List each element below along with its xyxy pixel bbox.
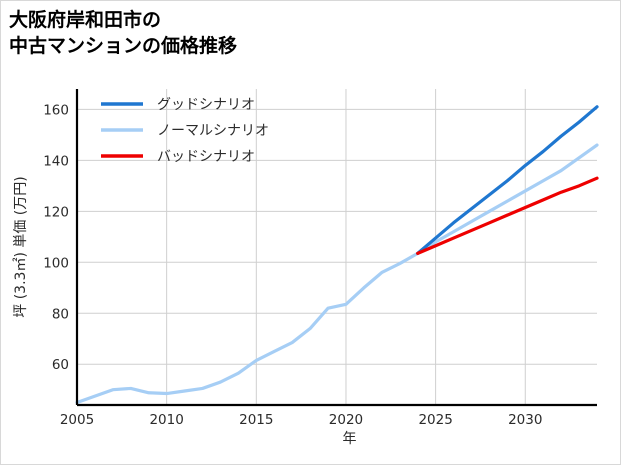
legend-label-normal: ノーマルシナリオ [157,123,269,139]
x-tick-label: 2005 [60,412,94,428]
x-tick-label: 2010 [149,412,183,428]
series-line-bad [416,176,599,255]
y-tick-label: 100 [43,255,69,271]
x-tick-label: 2020 [329,412,363,428]
x-axis-title: 年 [343,431,357,447]
series-lines [75,105,599,405]
x-tick-label: 2030 [508,412,542,428]
y-gridlines [77,108,597,365]
y-tick-label: 80 [52,306,69,322]
y-tick-labels: 60 80 100 120 140 160 [43,102,69,373]
title-line-1: 大阪府岸和田市の [9,9,162,31]
page-title: 大阪府岸和田市の 中古マンションの価格推移 [9,7,237,59]
x-tick-label: 2025 [418,412,452,428]
axis-lines [75,89,597,407]
title-line-2: 中古マンションの価格推移 [9,35,238,58]
series-line-good [416,105,599,255]
series-line-normal [75,143,599,405]
x-tick-label: 2015 [239,412,273,428]
y-axis-title: 坪 (3.3㎡) 単価 (万円) [13,176,29,317]
y-tick-label: 60 [52,357,69,373]
x-tick-labels: 2005 2010 2015 2020 2025 2030 [60,412,543,428]
legend-label-bad: バッドシナリオ [157,149,255,165]
y-tick-label: 140 [43,153,69,169]
legend-label-good: グッドシナリオ [157,97,255,113]
y-tick-label: 120 [43,204,69,220]
y-tick-label: 160 [43,102,69,118]
